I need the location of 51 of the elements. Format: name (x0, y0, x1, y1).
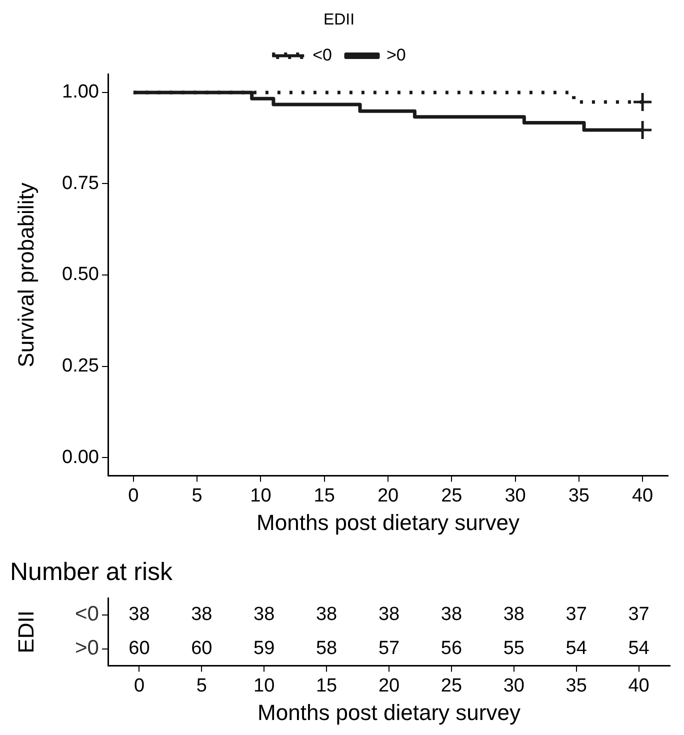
x-tick-label: 5 (196, 675, 207, 696)
y-tick-label: <0 (75, 602, 99, 626)
x-tick-label: 0 (134, 675, 145, 696)
data-label: 37 (566, 604, 587, 626)
data-label: 54 (566, 638, 588, 660)
x-tick-label: 10 (254, 675, 275, 696)
y-tick-label: >0 (75, 636, 99, 660)
x-tick-label: 15 (316, 675, 338, 696)
x-tick-label: 40 (632, 485, 654, 506)
legend-label: <0 (312, 45, 332, 64)
y-tick-label: 0.25 (62, 356, 99, 377)
x-axis-title: Months post dietary survey (256, 510, 520, 535)
x-tick-label: 10 (250, 485, 272, 506)
y-tick-label: 0.50 (62, 264, 99, 286)
x-tick-label: 30 (504, 485, 526, 506)
data-label: 38 (316, 604, 338, 626)
data-label: 57 (378, 638, 400, 660)
y-axis-title: EDII (13, 610, 38, 654)
x-tick-label: 20 (377, 485, 399, 506)
x-tick-label: 25 (441, 485, 462, 506)
y-tick-label: 0.75 (62, 172, 99, 194)
x-tick-label: 15 (314, 485, 335, 506)
x-tick-label: 35 (566, 675, 587, 696)
y-tick-label: 1.00 (62, 82, 99, 103)
x-tick-label: 0 (128, 485, 139, 506)
data-label: 38 (254, 604, 275, 626)
x-tick-label: 20 (378, 675, 400, 696)
data-label: 54 (628, 638, 650, 660)
chart-title: Number at risk (10, 558, 174, 586)
legend-title: EDII (323, 11, 355, 28)
data-label: 38 (128, 604, 150, 626)
y-tick-label: 0.00 (62, 446, 99, 468)
data-label: 38 (503, 604, 524, 626)
data-label: 59 (254, 638, 275, 660)
data-label: 60 (128, 638, 150, 660)
x-tick-label: 5 (192, 485, 202, 506)
data-label: 38 (191, 604, 212, 626)
data-label: 56 (440, 638, 462, 660)
x-tick-label: 35 (568, 485, 590, 506)
data-label: 38 (378, 604, 400, 626)
x-tick-label: 30 (503, 675, 524, 696)
legend-label: >0 (386, 45, 406, 64)
data-label: 60 (191, 638, 212, 660)
x-tick-label: 25 (440, 675, 462, 696)
data-label: 55 (503, 638, 524, 660)
data-label: 38 (440, 604, 462, 626)
data-label: 37 (628, 604, 650, 626)
data-label: 58 (316, 638, 338, 660)
x-tick-label: 40 (628, 675, 650, 696)
y-axis-title: Survival probability (13, 182, 38, 368)
x-axis-title: Months post dietary survey (258, 700, 520, 725)
